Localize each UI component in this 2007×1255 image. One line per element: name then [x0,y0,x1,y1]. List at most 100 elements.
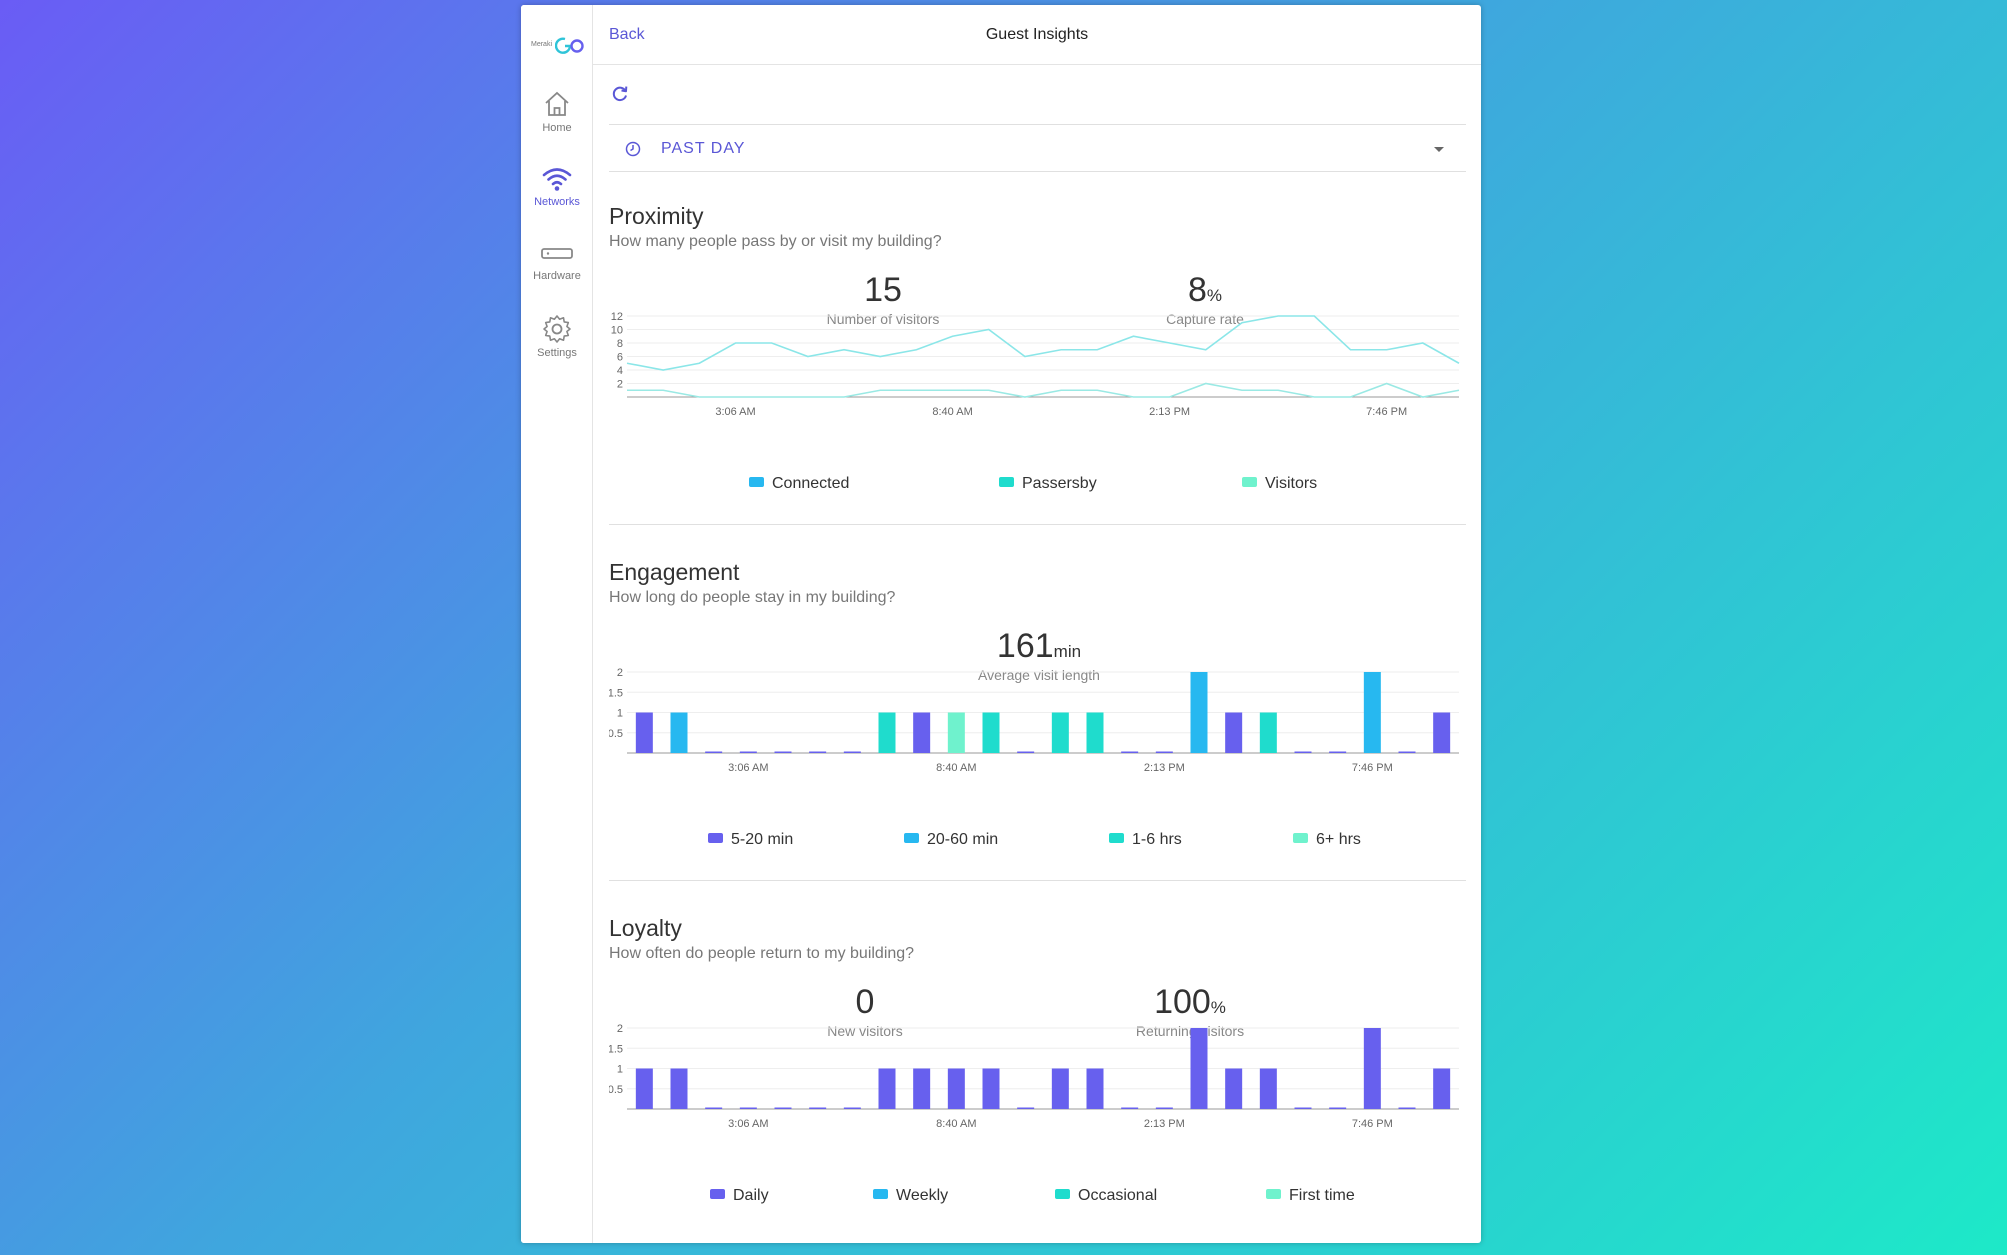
legend-label: Daily [733,1187,769,1204]
x-tick-label: 8:40 AM [932,406,972,418]
x-tick-label: 2:13 PM [1149,406,1190,418]
legend-20-60-min: 20-60 min [904,831,998,849]
bar [1259,712,1277,753]
bar [1363,672,1381,753]
x-tick-label: 7:46 PM [1352,762,1393,774]
bar [670,712,688,753]
bar [1294,1107,1312,1109]
bar [1329,1107,1347,1109]
legend-label: 6+ hrs [1316,831,1361,848]
bar [774,751,792,753]
stat-visit-length: 161min Average visit length [939,627,1139,683]
y-tick-label: 2 [617,1023,623,1035]
bar [670,1068,688,1109]
bar [809,751,827,753]
home-icon [545,91,569,116]
bar [1051,1068,1069,1109]
bar [1155,1107,1173,1109]
stat-returning-visitors: 100% Returning visitors [1090,983,1290,1039]
time-range-select[interactable]: PAST DAY [609,124,1466,172]
brand-label: Meraki [531,41,553,48]
y-tick-label: 2 [617,379,623,391]
bar [809,1107,827,1109]
bar [705,751,723,753]
stat-value: 8 [1187,271,1207,309]
back-button[interactable]: Back [609,26,645,43]
engagement-chart: 0.5 1 1.5 2 3:06 AM 8:40 AM 2:13 PM 7:46 PM [609,667,1459,774]
bar [1155,751,1173,753]
y-tick-label: 1 [617,1064,623,1076]
legend-occasional: Occasional [1055,1187,1157,1205]
sidebar-item-label: Home [542,122,572,134]
bar [635,712,653,753]
bar [1121,1107,1139,1109]
x-tick-label: 2:13 PM [1144,762,1185,774]
bar [739,1107,757,1109]
chevron-down-icon [1434,147,1444,152]
bar [1017,1107,1035,1109]
legend-swatch [1109,833,1124,843]
legend-swatch [999,477,1014,487]
sidebar-item-networks[interactable]: Networks [521,165,593,208]
bar [913,712,931,753]
bar [1398,751,1416,753]
bar [982,1068,1000,1109]
y-tick-label: 6 [617,352,623,364]
bar [1225,712,1243,753]
y-tick-label: 12 [611,311,623,323]
bar [1433,1068,1451,1109]
legend-connected: Connected [749,475,849,493]
bar [1190,672,1208,753]
x-tick-label: 3:06 AM [728,1118,768,1130]
time-range-value: PAST DAY [661,140,746,157]
legend-6-plus-hrs: 6+ hrs [1293,831,1361,849]
bar [705,1107,723,1109]
bar [1086,1068,1104,1109]
section-title: Loyalty [609,915,682,941]
sidebar: Meraki Home Networks [521,5,593,1243]
legend-swatch [708,833,723,843]
refresh-icon[interactable] [611,85,629,103]
loyalty-legend: Daily Weekly Occasional First time [609,1187,1466,1207]
legend-weekly: Weekly [873,1187,948,1205]
x-tick-label: 7:46 PM [1352,1118,1393,1130]
bar [843,1107,861,1109]
sidebar-item-home[interactable]: Home [521,89,593,134]
section-title: Engagement [609,559,740,585]
stat-caption: Average visit length [978,667,1100,683]
section-divider [609,880,1466,881]
go-logo-icon [555,37,584,54]
bar [913,1068,931,1109]
sidebar-item-settings[interactable]: Settings [521,314,593,359]
section-question: How many people pass by or visit my buil… [609,233,942,250]
y-tick-label: 4 [617,365,623,377]
stat-value: 161 [996,627,1054,665]
legend-swatch [1266,1189,1281,1199]
stat-unit: min [1053,642,1082,661]
legend-daily: Daily [710,1187,769,1205]
sidebar-item-hardware[interactable]: Hardware [521,243,593,282]
bar [1086,712,1104,753]
logo: Meraki [529,33,587,61]
legend-label: Weekly [896,1187,949,1204]
sidebar-item-label: Networks [534,196,580,208]
stat-visitors: 15 Number of visitors [783,271,983,327]
bar [1329,751,1347,753]
legend-swatch [1293,833,1308,843]
y-tick-label: 2 [617,667,623,679]
bar [739,751,757,753]
stat-value: 100 [1154,983,1211,1021]
engagement-legend: 5-20 min 20-60 min 1-6 hrs 6+ hrs [609,831,1466,851]
series-line-visitors [627,382,1460,398]
stat-unit: % [1210,998,1226,1017]
series-line-passersby [626,315,1460,371]
stat-capture-rate: 8% Capture rate [1105,271,1305,327]
legend-1-6-hrs: 1-6 hrs [1109,831,1182,849]
legend-first-time: First time [1266,1187,1355,1205]
bar [1051,712,1069,753]
y-tick-label: 10 [611,325,623,337]
x-tick-label: 3:06 AM [715,406,755,418]
bar [947,1068,965,1109]
x-tick-label: 8:40 AM [936,1118,976,1130]
legend-swatch [1242,477,1257,487]
